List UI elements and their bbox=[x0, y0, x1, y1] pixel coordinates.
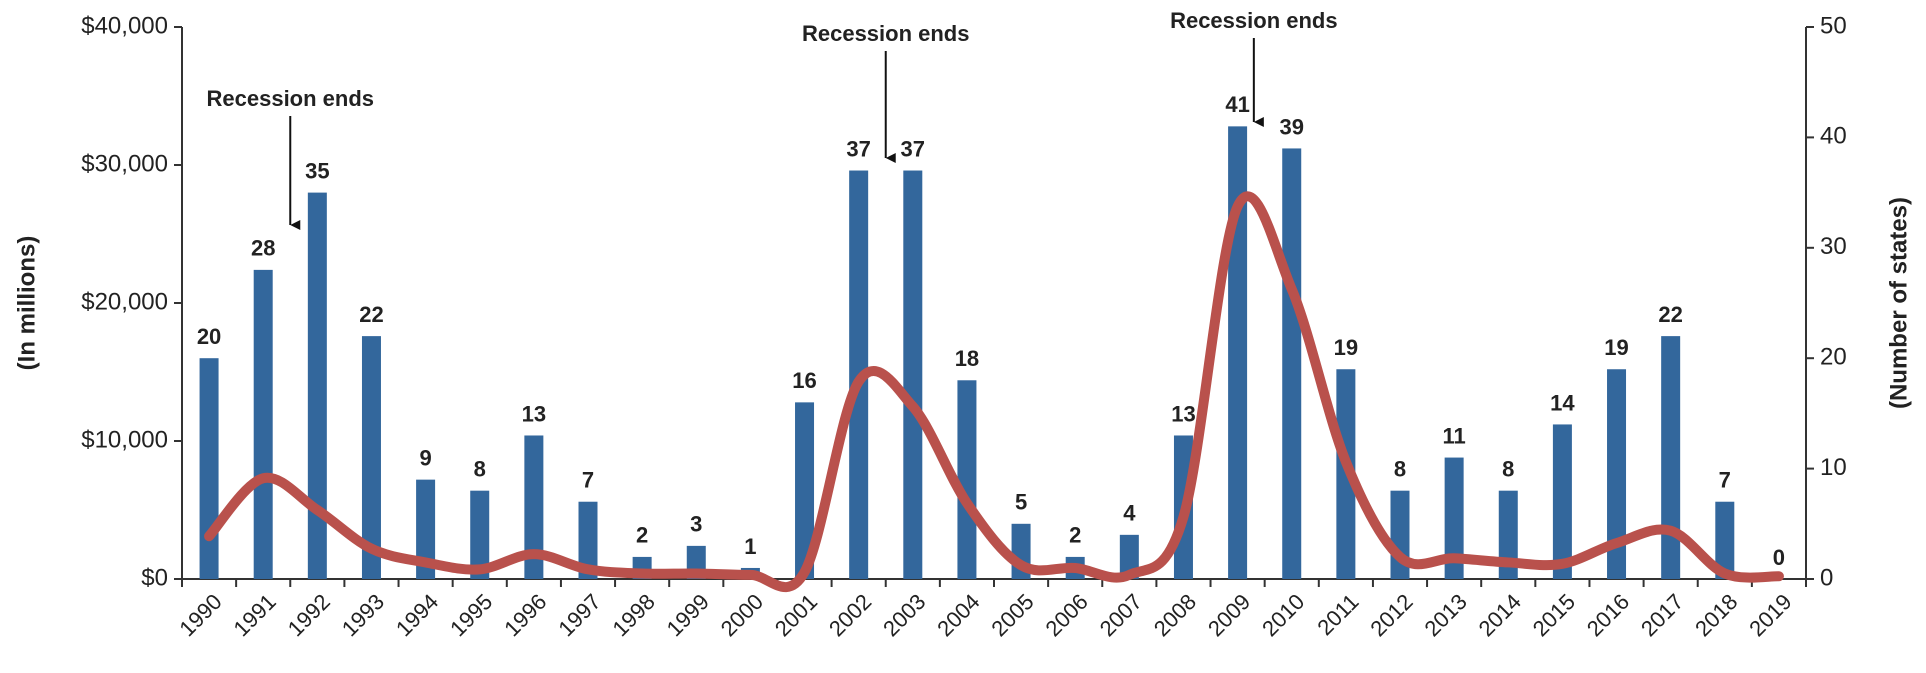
data-label: 9 bbox=[419, 445, 431, 470]
data-label: 4 bbox=[1123, 501, 1136, 526]
bar bbox=[795, 402, 815, 579]
y-tick-label: $10,000 bbox=[81, 426, 168, 453]
data-label: 8 bbox=[1502, 456, 1514, 481]
data-label: 20 bbox=[197, 324, 221, 349]
data-label: 19 bbox=[1604, 335, 1628, 360]
bar bbox=[416, 479, 436, 579]
x-tick-label: 2009 bbox=[1203, 589, 1255, 641]
x-tick-label: 2007 bbox=[1095, 589, 1147, 641]
x-tick-label: 2019 bbox=[1744, 589, 1796, 641]
bar bbox=[524, 435, 544, 579]
x-tick-label: 2018 bbox=[1690, 589, 1742, 641]
bar bbox=[578, 501, 598, 579]
x-tick-label: 2010 bbox=[1257, 589, 1309, 641]
x-tick-label: 2014 bbox=[1474, 589, 1526, 641]
data-label: 35 bbox=[305, 158, 329, 183]
bar bbox=[199, 358, 219, 579]
data-label: 18 bbox=[955, 346, 979, 371]
x-tick-label: 1996 bbox=[499, 589, 551, 641]
x-tick-label: 2008 bbox=[1149, 589, 1201, 641]
x-tick-label: 2003 bbox=[878, 589, 930, 641]
x-tick-label: 2015 bbox=[1528, 589, 1580, 641]
bar bbox=[1498, 490, 1518, 579]
x-tick-label: 2013 bbox=[1419, 589, 1471, 641]
bar bbox=[957, 380, 977, 579]
data-label: 2 bbox=[1069, 523, 1081, 548]
data-label: 22 bbox=[359, 302, 383, 327]
y2-tick-label: 50 bbox=[1820, 12, 1847, 39]
data-label: 13 bbox=[1171, 401, 1195, 426]
x-tick-label: 1999 bbox=[662, 589, 714, 641]
data-label: 37 bbox=[901, 136, 925, 161]
data-label: 8 bbox=[474, 456, 486, 481]
data-label: 39 bbox=[1279, 114, 1303, 139]
data-label: 1 bbox=[744, 534, 756, 559]
y-axis-label: (In millions) bbox=[13, 236, 40, 371]
x-tick-label: 2005 bbox=[986, 589, 1038, 641]
x-tick-label: 2000 bbox=[716, 589, 768, 641]
annotation: Recession ends bbox=[1170, 8, 1338, 33]
line bbox=[204, 191, 1784, 592]
y2-tick-label: 10 bbox=[1820, 454, 1847, 481]
data-label: 19 bbox=[1334, 335, 1358, 360]
data-label: 8 bbox=[1394, 456, 1406, 481]
bar bbox=[253, 269, 273, 579]
bar bbox=[1444, 457, 1464, 579]
y2-tick-label: 40 bbox=[1820, 123, 1847, 150]
x-tick-label: 2001 bbox=[770, 589, 822, 641]
data-label: 14 bbox=[1550, 390, 1575, 415]
data-label: 2 bbox=[636, 523, 648, 548]
data-label: 11 bbox=[1443, 423, 1466, 448]
y2-tick-label: 20 bbox=[1820, 344, 1847, 371]
bar bbox=[1282, 148, 1302, 579]
x-tick-label: 2006 bbox=[1041, 589, 1093, 641]
y-tick-label: $40,000 bbox=[81, 12, 168, 39]
x-tick-label: 1993 bbox=[337, 589, 389, 641]
data-label: 37 bbox=[846, 136, 870, 161]
y2-tick-label: 0 bbox=[1820, 564, 1833, 591]
bar bbox=[903, 170, 923, 579]
bar bbox=[470, 490, 490, 579]
bar bbox=[361, 336, 381, 579]
x-tick-label: 1994 bbox=[391, 589, 443, 641]
data-label: 41 bbox=[1225, 92, 1249, 117]
data-label: 7 bbox=[582, 468, 594, 493]
bar bbox=[1552, 424, 1572, 579]
bar bbox=[1607, 369, 1627, 579]
data-label: 16 bbox=[792, 368, 816, 393]
annotation: Recession ends bbox=[802, 21, 970, 46]
data-label: 28 bbox=[251, 236, 275, 261]
x-tick-label: 1991 bbox=[229, 589, 281, 641]
x-tick-label: 2012 bbox=[1365, 589, 1417, 641]
data-label: 0 bbox=[1773, 545, 1785, 570]
data-label: 22 bbox=[1658, 302, 1682, 327]
x-tick-label: 1998 bbox=[607, 589, 659, 641]
y-tick-label: $30,000 bbox=[81, 150, 168, 177]
bar bbox=[307, 192, 327, 579]
data-label: 7 bbox=[1719, 468, 1731, 493]
data-label: 3 bbox=[690, 512, 702, 537]
annotation: Recession ends bbox=[207, 86, 375, 111]
x-tick-label: 2004 bbox=[932, 589, 984, 641]
x-tick-label: 1990 bbox=[174, 589, 226, 641]
y2-tick-label: 30 bbox=[1820, 233, 1847, 260]
x-tick-label: 1995 bbox=[445, 589, 497, 641]
x-tick-label: 1997 bbox=[553, 589, 605, 641]
y2-axis-label: (Number of states) bbox=[1885, 197, 1912, 409]
x-tick-label: 1992 bbox=[283, 589, 335, 641]
x-tick-label: 2002 bbox=[824, 589, 876, 641]
data-label: 5 bbox=[1015, 490, 1027, 515]
x-tick-label: 2017 bbox=[1636, 589, 1688, 641]
data-label: 13 bbox=[522, 401, 546, 426]
x-tick-label: 2011 bbox=[1312, 589, 1363, 640]
bar bbox=[1661, 336, 1681, 579]
x-tick-label: 2016 bbox=[1582, 589, 1634, 641]
bar bbox=[1715, 501, 1735, 579]
y-tick-label: $20,000 bbox=[81, 288, 168, 315]
y-tick-label: $0 bbox=[141, 564, 168, 591]
